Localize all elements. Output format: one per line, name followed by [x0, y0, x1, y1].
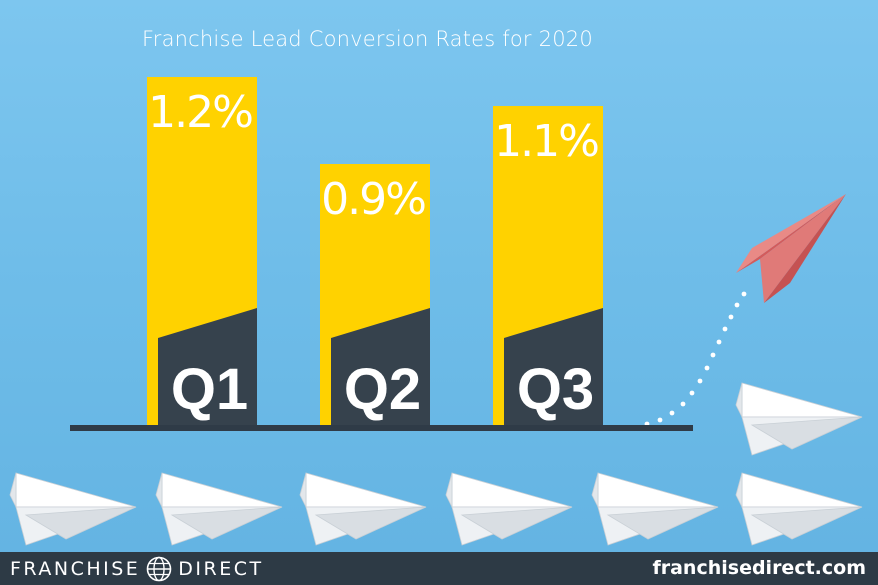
value-label-q1: 1.2% [148, 87, 252, 138]
trail-dot [669, 410, 675, 416]
bar-base-q3 [504, 308, 603, 425]
chart-title: Franchise Lead Conversion Rates for 2020 [142, 27, 593, 51]
globe-icon [146, 556, 172, 582]
x-axis-baseline [70, 425, 693, 431]
bar-base-q1 [158, 308, 257, 425]
brand-logo[interactable]: FRANCHISE DIRECT [10, 556, 264, 582]
trail-dot [734, 302, 740, 308]
brand-word-direct: DIRECT [178, 558, 264, 580]
bar-q3: Q3 1.1% [493, 106, 603, 425]
trail-dot [741, 291, 747, 297]
paper-planes-decoration [9, 382, 863, 546]
value-label-q2: 0.9% [321, 174, 425, 225]
category-label-q2: Q2 [344, 357, 421, 422]
trail-dot [716, 339, 722, 345]
footer-bar: FRANCHISE DIRECT franchisedirect.com [0, 552, 878, 585]
trail-dot [722, 326, 728, 332]
paper-plane-icon [299, 472, 427, 546]
bar-q1: Q1 1.2% [147, 77, 257, 425]
brand-word-franchise: FRANCHISE [10, 558, 141, 580]
bar-q2: Q2 0.9% [320, 164, 430, 425]
paper-plane-icon [155, 472, 283, 546]
paper-plane-icon [445, 472, 573, 546]
trail-dot [689, 390, 695, 396]
trail-dot [710, 352, 716, 358]
trail-dot [704, 365, 710, 371]
bar-base-q2 [331, 308, 430, 425]
category-label-q3: Q3 [517, 357, 594, 422]
paper-plane-icon [735, 382, 863, 456]
category-label-q1: Q1 [171, 357, 248, 422]
value-label-q3: 1.1% [494, 116, 598, 167]
website-link[interactable]: franchisedirect.com [652, 557, 866, 579]
paper-plane-icon [9, 472, 137, 546]
bars-group: Q1 1.2% Q2 0.9% Q3 1.1% [147, 77, 603, 425]
trail-dot [697, 378, 703, 384]
trail-dot [728, 314, 734, 320]
trail-dot [680, 401, 686, 407]
dotted-trail-decoration [644, 291, 747, 427]
trail-dot [657, 417, 663, 423]
red-paper-plane-icon [736, 194, 846, 303]
paper-plane-icon [591, 472, 719, 546]
paper-plane-icon [735, 472, 863, 546]
